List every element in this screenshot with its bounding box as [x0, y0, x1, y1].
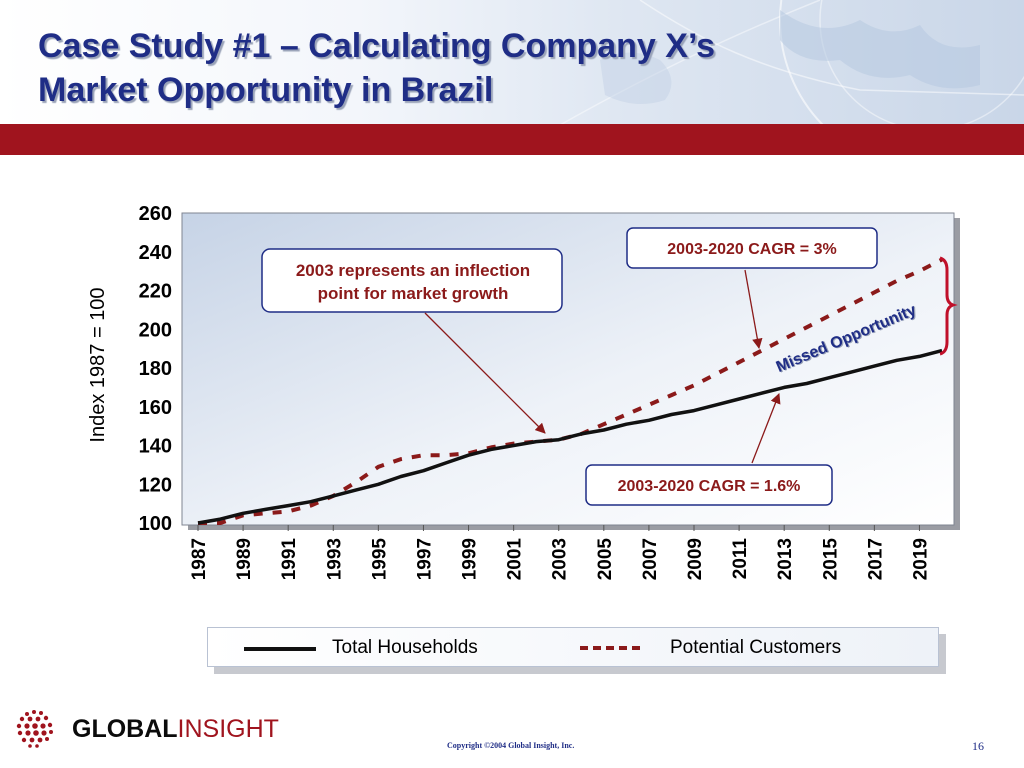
- x-tick-label: 1997: [414, 538, 435, 580]
- missed-opportunity-brace: [939, 256, 958, 356]
- cagr-3-callout-text: 2003-2020 CAGR = 3%: [667, 241, 836, 258]
- inflection-callout-line-1: 2003 represents an inflection: [296, 261, 530, 280]
- x-tick-label: 1989: [234, 538, 255, 580]
- y-axis-label: Index 1987 = 100: [87, 287, 109, 442]
- logo-wordmark: GLOBALINSIGHT: [72, 715, 279, 743]
- slide-title-line-1: Case Study #1 – Calculating Company X’s: [38, 27, 716, 65]
- header-red-bar: [0, 124, 1024, 155]
- logo-sphere-icon: [16, 710, 53, 748]
- slide-title-line-2: Market Opportunity in Brazil: [38, 71, 494, 109]
- legend-swatch-total-households: [244, 647, 316, 651]
- legend-label-potential-customers: Potential Customers: [670, 637, 842, 658]
- global-insight-logo: GLOBALINSIGHT: [12, 706, 279, 750]
- cagr-3-callout-box: [626, 227, 878, 269]
- cagr-3-arrow: [744, 269, 763, 350]
- x-axis: 1987 1989 1991 1993 1995 1997 1999 2001 2003 2005…: [189, 525, 931, 580]
- y-tick-label: 180: [139, 358, 172, 380]
- y-tick-label: 200: [139, 319, 172, 341]
- cagr-16-callout-box: [585, 464, 833, 506]
- x-tick-label: 2019: [910, 538, 931, 580]
- y-tick-label: 100: [139, 513, 172, 535]
- x-tick-label: 2015: [820, 538, 841, 581]
- y-tick-label: 240: [139, 242, 172, 264]
- copyright-text: Copyright ©2004 Global Insight, Inc.: [447, 741, 575, 750]
- x-tick-label: 1995: [369, 538, 390, 581]
- y-tick-label: 220: [139, 281, 172, 303]
- inflection-arrow: [424, 312, 546, 434]
- slide-title: Case Study #1 – Calculating Company X’s …: [38, 24, 715, 112]
- y-tick-label: 260: [139, 203, 172, 225]
- x-tick-label: 1999: [460, 538, 481, 580]
- page-number: 16: [972, 739, 984, 753]
- legend-swatch-potential-customers: [580, 646, 640, 650]
- line-chart: 100 120 140 160 180 200 220 240 260 1987 1989 1991…: [87, 203, 960, 580]
- cagr-16-callout-text: 2003-2020 CAGR = 1.6%: [618, 478, 801, 495]
- series-line-total-households: [197, 348, 943, 525]
- x-tick-label: 2003: [550, 538, 571, 580]
- cagr-16-arrow: [751, 393, 781, 464]
- x-tick-label: 2011: [730, 538, 751, 580]
- chart-legend: Total Households Potential Customers: [207, 627, 939, 667]
- x-tick-label: 1987: [189, 538, 210, 580]
- header-background: [0, 0, 1024, 125]
- globe-watermark: [559, 0, 1024, 125]
- x-tick-label: 2005: [595, 538, 616, 581]
- x-tick-label: 2017: [865, 538, 886, 580]
- x-tick-label: 2013: [775, 538, 796, 580]
- inflection-callout-line-2: point for market growth: [318, 284, 509, 303]
- inflection-callout-box: [261, 248, 563, 313]
- y-tick-label: 140: [139, 436, 172, 458]
- y-tick-label: 120: [139, 474, 172, 496]
- x-tick-label: 1991: [279, 538, 300, 581]
- series-group: [197, 257, 943, 525]
- x-tick-label: 1993: [324, 538, 345, 580]
- x-tick-label: 2007: [640, 538, 661, 580]
- y-axis: 100 120 140 160 180 200 220 240 260: [139, 203, 172, 535]
- x-tick-label: 2001: [505, 538, 526, 581]
- legend-label-total-households: Total Households: [332, 637, 478, 658]
- y-tick-label: 160: [139, 397, 172, 419]
- x-tick-label: 2009: [685, 538, 706, 580]
